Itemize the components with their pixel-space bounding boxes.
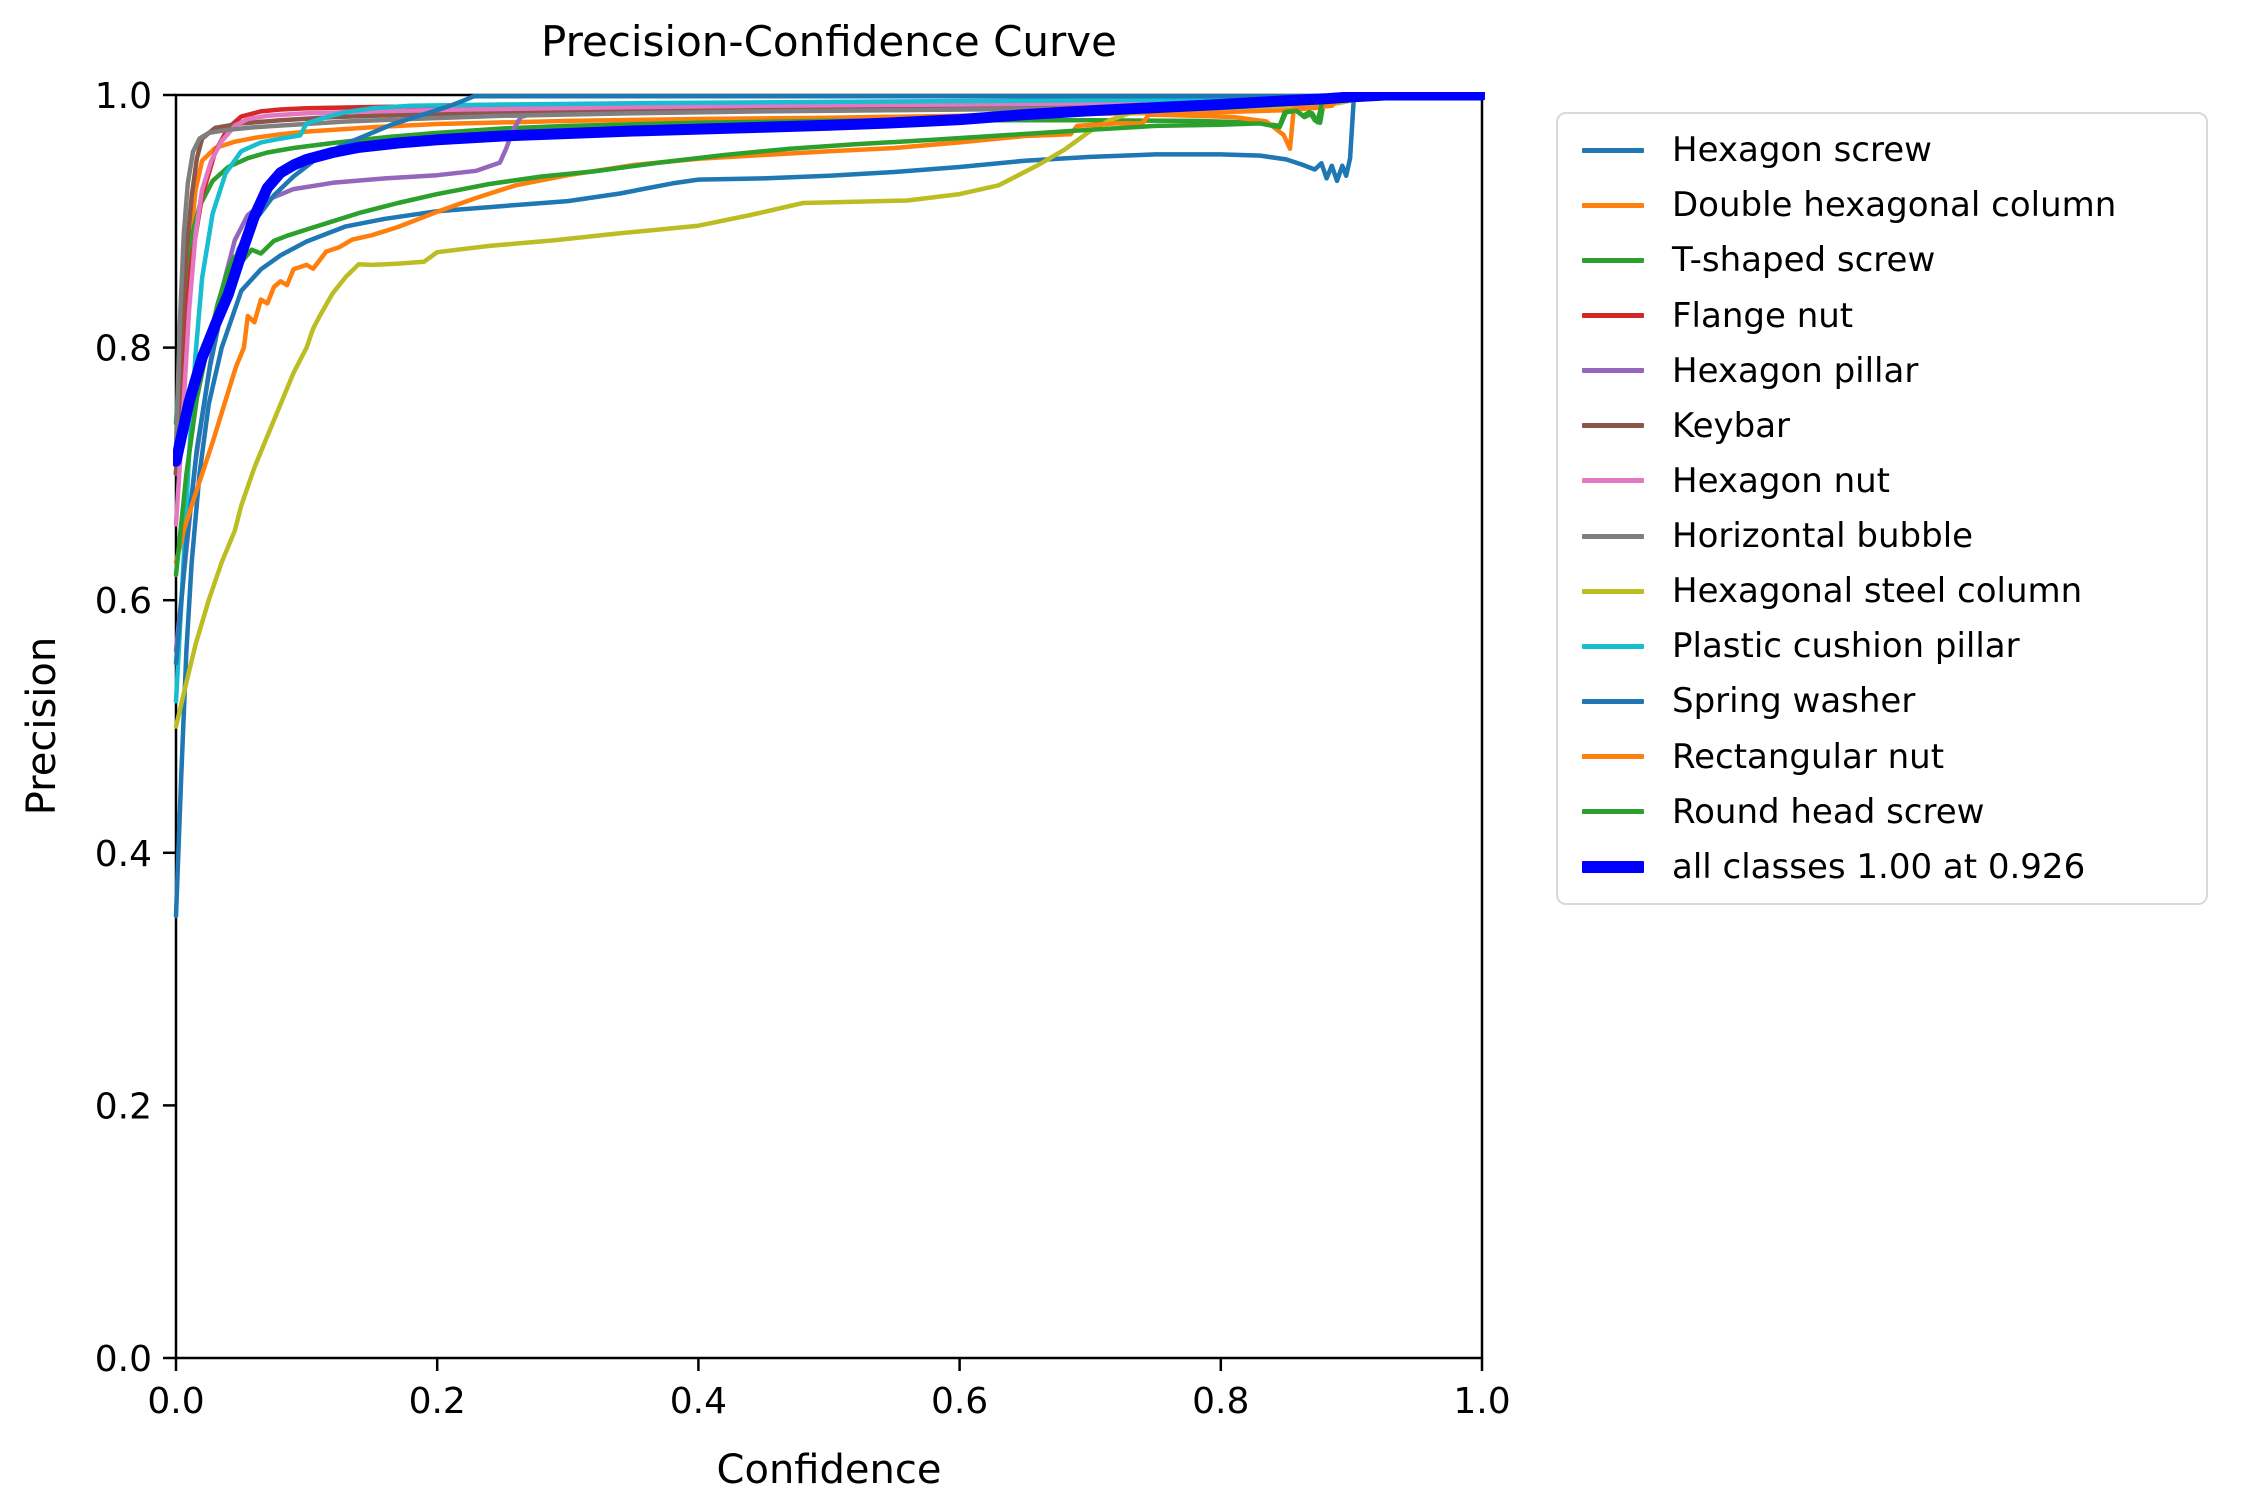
legend-label: Spring washer [1672, 681, 1916, 722]
axis-ticks: 0.0 0.2 0.4 0.6 0.8 1.0 0.0 0.2 0.4 0.6 0.8 1.0 [95, 76, 1511, 1422]
legend-item-spring-washer: Spring washer [1582, 676, 2196, 726]
y-tick-label: 0.0 [95, 1339, 152, 1380]
legend-label: T-shaped screw [1672, 240, 1936, 281]
legend-item-t-shaped-screw: T-shaped screw [1582, 235, 2196, 285]
legend-label: Horizontal bubble [1672, 516, 1974, 556]
y-tick-label: 0.8 [95, 329, 152, 370]
legend-line-swatch [1582, 809, 1644, 815]
legend-item-hexagon-nut: Hexagon nut [1582, 456, 2196, 506]
legend-line-swatch [1582, 478, 1644, 484]
legend-label: Hexagonal steel column [1672, 571, 2083, 612]
legend-label: Rectangular nut [1672, 736, 1945, 777]
legend-line-swatch [1582, 643, 1644, 649]
legend-line-swatch [1582, 257, 1644, 263]
legend-line-swatch [1582, 202, 1644, 208]
legend-item-hexagon-pillar: Hexagon pillar [1582, 346, 2196, 396]
legend-line-swatch [1582, 754, 1644, 759]
legend-label: Round head screw [1672, 791, 1985, 832]
curve-hexagon-nut [173, 92, 1485, 527]
legend-item-rectangular-nut: Rectangular nut [1582, 732, 2196, 782]
legend-line-swatch [1582, 698, 1644, 704]
legend-line-swatch [1582, 423, 1644, 429]
legend-item-flange-nut: Flange nut [1582, 291, 2196, 341]
legend-label: Double hexagonal column [1672, 185, 2117, 226]
curve-plastic-cushion-pillar [173, 92, 1485, 704]
curve-double-hexagonal-column [173, 92, 1485, 477]
legend-line-swatch [1582, 860, 1644, 873]
legend-label: Keybar [1672, 405, 1791, 446]
x-tick-label: 0.6 [931, 1381, 988, 1422]
legend-label: Hexagon nut [1672, 460, 1891, 501]
legend-line-swatch [1582, 588, 1644, 594]
y-axis-label: Precision [19, 637, 65, 815]
axes-frame [174, 93, 1484, 1360]
legend-item-hexagonal-steel-column: Hexagonal steel column [1582, 566, 2196, 616]
x-tick-label: 0.2 [409, 1381, 466, 1422]
x-tick-label: 1.0 [1453, 1381, 1510, 1422]
legend: Hexagon screw Double hexagonal column T-sh… [1556, 112, 2208, 905]
curve-hexagonal-steel-column [173, 92, 1485, 729]
legend-label: Plastic cushion pillar [1672, 626, 2020, 667]
y-tick-label: 1.0 [95, 76, 152, 117]
x-tick-label: 0.0 [147, 1381, 204, 1422]
curve-hexagon-screw [173, 92, 1485, 919]
legend-item-hexagon-screw: Hexagon screw [1582, 125, 2196, 175]
legend-label: Flange nut [1672, 295, 1854, 336]
legend-item-keybar: Keybar [1582, 401, 2196, 451]
legend-line-swatch [1582, 147, 1644, 153]
legend-item-all-classes-1-00-at-0-926: all classes 1.00 at 0.926 [1582, 842, 2196, 892]
curve-rectangular-nut [173, 92, 1485, 565]
legend-item-double-hexagonal-column: Double hexagonal column [1582, 180, 2196, 230]
legend-line-swatch [1582, 313, 1644, 318]
y-tick-label: 0.6 [95, 581, 152, 622]
legend-item-round-head-screw: Round head screw [1582, 787, 2196, 837]
y-tick-label: 0.2 [95, 1086, 152, 1127]
chart-title: Precision-Confidence Curve [541, 17, 1117, 66]
curves-group [173, 92, 1485, 919]
legend-label: Hexagon pillar [1672, 350, 1919, 391]
x-tick-label: 0.4 [670, 1381, 727, 1422]
curve-all-classes-1-00-at-0-926 [173, 92, 1485, 467]
legend-label: Hexagon screw [1672, 130, 1932, 171]
x-axis-label: Confidence [717, 1447, 942, 1493]
y-tick-label: 0.4 [95, 834, 152, 875]
legend-line-swatch [1582, 368, 1644, 374]
legend-item-plastic-cushion-pillar: Plastic cushion pillar [1582, 621, 2196, 671]
legend-item-horizontal-bubble: Horizontal bubble [1582, 511, 2196, 561]
x-tick-label: 0.8 [1192, 1381, 1249, 1422]
legend-line-swatch [1582, 533, 1644, 539]
legend-label: all classes 1.00 at 0.926 [1672, 846, 2086, 887]
